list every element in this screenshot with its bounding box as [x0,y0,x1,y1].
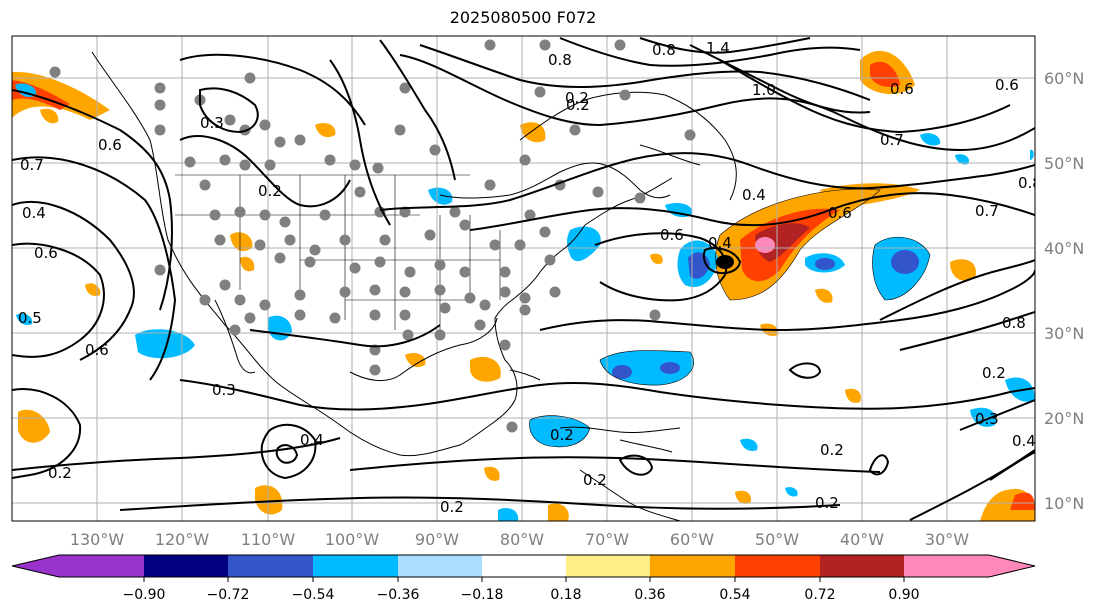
contour-label: 0.7 [20,156,44,174]
lat-label: 30°N [1044,324,1084,343]
station-markers [49,39,696,433]
lat-label: 10°N [1044,494,1084,513]
contour-label: 0.6 [890,80,914,98]
colorbar-tick-label: −0.54 [292,587,335,603]
contour-label: 0.2 [820,441,844,459]
map-title: 2025080500 F072 [449,8,597,27]
contour-label: 0.2 [440,498,464,516]
lat-label: 60°N [1044,69,1084,88]
contour-label: 0.4 [300,431,324,449]
contour-label: 0.6 [660,226,684,244]
lon-label: 70°W [585,530,629,549]
contour-label: 0.2 [815,494,839,512]
contour-lines [12,37,1035,521]
lon-label: 110°W [241,530,296,549]
colorbar-segment-low [12,555,59,577]
lon-label: 40°W [840,530,884,549]
negative-anomaly-fills [15,83,1035,521]
contour-label: 0.6 [85,341,109,359]
contour-label: 0.2 [982,364,1006,382]
contour-label: 0.3 [975,410,999,428]
contour-label: 0.4 [22,204,46,222]
colorbar-segment [904,555,989,577]
lon-label: 50°W [755,530,799,549]
colorbar-segment [144,555,228,577]
contour-label: 0.2 [565,89,589,107]
contour-labels: 1.4 1.0 0.8 0.8 0.6 0.6 0.7 0.4 0.6 0.7 … [18,39,1042,516]
contour-label: 0.8 [1018,174,1042,192]
contour-label: 0.2 [566,96,590,114]
contour-label: 0.4 [1012,432,1036,450]
lat-label: 20°N [1044,409,1084,428]
map-area[interactable]: 1.4 1.0 0.8 0.8 0.6 0.6 0.7 0.4 0.6 0.7 … [12,36,1042,521]
contour-label: 0.4 [708,234,732,252]
colorbar-tick-label: −0.18 [461,587,504,603]
contour-label: 0.6 [995,76,1019,94]
colorbar-tick-label: 0.54 [719,587,750,603]
storm-center-marker [716,255,734,269]
colorbar-segment-high [989,555,1035,577]
colorbar-tick-label: 0.72 [804,587,835,603]
lon-label: 60°W [670,530,714,549]
contour-label: 0.8 [652,41,676,59]
lon-label: 80°W [500,530,544,549]
contour-label: 0.2 [48,464,72,482]
contour-label: 0.8 [548,51,572,69]
contour-label: 0.6 [34,244,58,262]
lon-label: 100°W [325,530,380,549]
colorbar-segment [566,555,650,577]
contour-label: 0.6 [98,136,122,154]
contour-label: 1.0 [752,81,776,99]
contour-label: 0.2 [550,426,574,444]
longitude-labels: 130°W 120°W 110°W 100°W 90°W 80°W 70°W 6… [70,530,969,549]
colorbar-tick-label: 0.18 [550,587,581,603]
colorbar-segment [313,555,398,577]
contour-label: 1.4 [706,39,730,57]
colorbar-tick-label: −0.72 [207,587,250,603]
map-frame [11,35,1036,522]
contour-label: 0.3 [200,114,224,132]
contour-label: 0.3 [212,381,236,399]
contour-label: 0.5 [18,309,42,327]
colorbar-segment [735,555,820,577]
colorbar-tick-label: −0.90 [123,587,166,603]
contour-label: 0.2 [258,182,282,200]
colorbar-segment [650,555,735,577]
colorbar-segment [59,555,144,577]
positive-anomaly-fills [12,50,1035,521]
coastlines [91,51,737,521]
lon-label: 130°W [70,530,125,549]
contour-label: 0.4 [742,186,766,204]
colorbar-segment [398,555,482,577]
contour-label: 0.7 [880,131,904,149]
lon-label: 30°W [925,530,969,549]
colorbar-tick-label: 0.36 [634,587,665,603]
contour-label: 0.2 [583,471,607,489]
colorbar-tick-label: −0.36 [377,587,420,603]
lon-label: 120°W [155,530,210,549]
latitude-labels: 60°N 50°N 40°N 30°N 20°N 10°N [1044,69,1084,513]
contour-label: 0.8 [1002,314,1026,332]
contour-label: 0.7 [975,202,999,220]
colorbar-segment [820,555,904,577]
lat-label: 40°N [1044,239,1084,258]
colorbar: −0.90 −0.72 −0.54 −0.36 −0.18 0.18 0.36 … [11,554,1036,603]
lat-label: 50°N [1044,154,1084,173]
fill-outlines [529,188,931,448]
lon-label: 90°W [415,530,459,549]
colorbar-tick-label: 0.90 [888,587,919,603]
colorbar-segment [228,555,313,577]
contour-label: 0.6 [828,204,852,222]
